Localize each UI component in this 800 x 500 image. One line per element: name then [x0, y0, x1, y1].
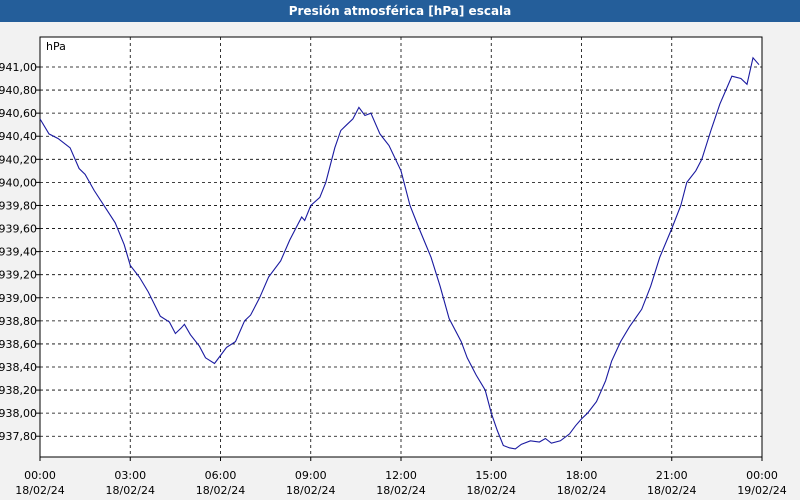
- x-tick-time-label: 06:00: [205, 469, 237, 482]
- y-axis: 941,00 940,80 940,60 940,40 940,20 940,00 939,…: [0, 61, 40, 443]
- y-tick-label: 940,20: [0, 153, 37, 166]
- y-tick-label: 939,40: [0, 246, 37, 259]
- y-tick-label: 937,80: [0, 430, 37, 443]
- y-tick-label: 941,00: [0, 61, 37, 74]
- y-tick-label: 939,00: [0, 292, 37, 305]
- grid-lines: [40, 37, 762, 457]
- x-tick-time-label: 03:00: [114, 469, 146, 482]
- x-tick-time-label: 09:00: [295, 469, 327, 482]
- x-tick-date-label: 18/02/24: [196, 484, 245, 497]
- x-tick-date-label: 18/02/24: [557, 484, 606, 497]
- chart-title: Presión atmosférica [hPa] escala: [0, 0, 800, 22]
- x-axis: 00:00 18/02/24 03:00 18/02/24 06:00 18/02/24 0…: [15, 457, 787, 497]
- series-line: [39, 56, 760, 450]
- y-axis-label: hPa: [46, 40, 66, 53]
- x-tick-date-label: 19/02/24: [737, 484, 786, 497]
- y-tick-label: 938,80: [0, 315, 37, 328]
- x-tick-date-label: 18/02/24: [376, 484, 425, 497]
- x-tick-date-label: 18/02/24: [106, 484, 155, 497]
- y-tick-label: 940,80: [0, 84, 37, 97]
- series-group: [39, 56, 760, 450]
- y-tick-label: 939,20: [0, 269, 37, 282]
- x-tick-date-label: 18/02/24: [467, 484, 516, 497]
- x-tick-date-label: 18/02/24: [286, 484, 335, 497]
- y-tick-label: 938,40: [0, 361, 37, 374]
- x-tick-time-label: 00:00: [24, 469, 56, 482]
- x-tick-time-label: 00:00: [746, 469, 778, 482]
- y-tick-label: 940,00: [0, 176, 37, 189]
- x-tick-time-label: 21:00: [656, 469, 688, 482]
- y-tick-label: 938,20: [0, 384, 37, 397]
- x-tick-date-label: 18/02/24: [647, 484, 696, 497]
- x-tick-time-label: 12:00: [385, 469, 417, 482]
- y-tick-label: 940,40: [0, 130, 37, 143]
- x-tick-time-label: 15:00: [475, 469, 507, 482]
- y-tick-label: 939,60: [0, 223, 37, 236]
- x-tick-date-label: 18/02/24: [15, 484, 64, 497]
- y-tick-label: 938,00: [0, 407, 37, 420]
- y-tick-label: 938,60: [0, 338, 37, 351]
- y-tick-label: 939,80: [0, 199, 37, 212]
- x-tick-time-label: 18:00: [566, 469, 598, 482]
- y-tick-label: 940,60: [0, 107, 37, 120]
